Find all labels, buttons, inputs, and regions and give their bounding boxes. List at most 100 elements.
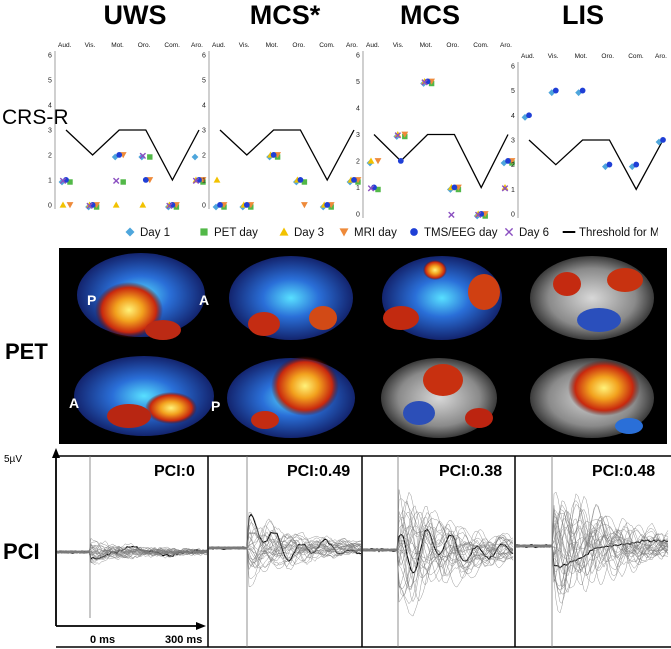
legend-label: Day 1 bbox=[140, 227, 170, 239]
crs-point bbox=[112, 177, 120, 185]
pci-trace bbox=[515, 503, 669, 587]
crs-x-tick: Mot. bbox=[111, 42, 124, 49]
crs-x-tick: Oro. bbox=[292, 42, 305, 49]
pci-trace bbox=[57, 546, 208, 563]
pci-value-mcs: PCI:0.38 bbox=[439, 463, 502, 480]
crs-point bbox=[86, 202, 93, 210]
row-label-crs: CRS-R bbox=[2, 106, 69, 129]
crs-point bbox=[217, 202, 223, 208]
legend-marker bbox=[339, 228, 349, 237]
crs-threshold-line bbox=[528, 139, 664, 191]
crs-x-tick: Aud. bbox=[521, 53, 535, 60]
crs-point bbox=[421, 79, 428, 86]
crs-point bbox=[147, 154, 153, 160]
crs-point bbox=[213, 176, 221, 183]
pci-trace bbox=[362, 512, 514, 588]
pet-brain-images: P A A P bbox=[69, 253, 654, 438]
crs-y-tick: 1 bbox=[48, 178, 52, 185]
crs-point bbox=[324, 202, 331, 208]
pet-brain-mcs-star-bottom bbox=[227, 356, 355, 438]
pet-brain-lis-top bbox=[530, 256, 654, 340]
crs-point bbox=[270, 152, 277, 158]
crs-point bbox=[552, 87, 559, 94]
crs-point bbox=[448, 211, 455, 219]
crs-y-tick: 0 bbox=[511, 212, 515, 219]
pci-trace bbox=[362, 491, 514, 586]
crs-point bbox=[297, 177, 304, 183]
crs-x-tick: Oro. bbox=[138, 42, 151, 49]
crs-y-tick: 6 bbox=[511, 64, 515, 71]
pci-trace bbox=[56, 546, 208, 560]
legend-marker bbox=[200, 228, 208, 236]
pci-trace bbox=[515, 505, 669, 593]
crs-point bbox=[394, 132, 402, 139]
group-title-mcs-star: MCS* bbox=[249, 0, 321, 30]
legend-label: PET day bbox=[214, 227, 258, 239]
crs-x-tick: Aud. bbox=[58, 42, 72, 49]
crs-x-tick: Aro. bbox=[346, 42, 358, 49]
legend-marker bbox=[504, 227, 514, 237]
crs-threshold-line bbox=[65, 129, 200, 182]
pci-trace bbox=[362, 532, 514, 617]
crs-y-tick: 5 bbox=[511, 88, 515, 95]
crs-x-tick: Com. bbox=[164, 42, 180, 49]
pci-time-end: 300 ms bbox=[165, 634, 202, 646]
crs-point bbox=[579, 87, 586, 94]
pci-trace-group-2 bbox=[362, 489, 514, 617]
pet-brain-uws-top bbox=[77, 253, 205, 340]
pet-orientation-bottom-left: A bbox=[69, 395, 79, 411]
crs-x-tick: Vis. bbox=[548, 53, 559, 60]
pci-trace-group-1 bbox=[208, 511, 362, 588]
crs-x-tick: Aud. bbox=[212, 42, 226, 49]
crs-y-tick: 5 bbox=[202, 78, 206, 85]
crs-y-tick: 4 bbox=[48, 103, 52, 110]
crs-point bbox=[501, 185, 509, 192]
crs-x-tick: Vis. bbox=[393, 42, 404, 49]
crs-point bbox=[142, 177, 149, 183]
crs-y-tick: 0 bbox=[48, 203, 52, 210]
pet-orientation-top-right: A bbox=[199, 292, 209, 308]
crs-point bbox=[401, 131, 409, 138]
row-label-pci: PCI bbox=[3, 539, 40, 564]
pci-trace bbox=[515, 518, 669, 566]
crs-x-tick: Aro. bbox=[655, 53, 667, 60]
crs-point bbox=[521, 113, 529, 121]
crs-point bbox=[375, 186, 381, 193]
crs-x-tick: Aro. bbox=[191, 42, 203, 49]
crs-y-tick: 2 bbox=[202, 153, 206, 160]
pci-trace bbox=[515, 512, 669, 576]
crs-point bbox=[139, 152, 147, 160]
crs-y-tick: 5 bbox=[356, 79, 360, 86]
crs-y-tick: 2 bbox=[511, 162, 515, 169]
crs-point bbox=[374, 158, 382, 165]
pci-trace bbox=[362, 509, 514, 589]
crs-point bbox=[351, 177, 357, 183]
crs-x-tick: Vis. bbox=[85, 42, 96, 49]
pci-value-uws: PCI:0 bbox=[154, 463, 195, 480]
crs-x-tick: Vis. bbox=[239, 42, 250, 49]
crs-y-tick: 2 bbox=[356, 159, 360, 166]
crs-point bbox=[606, 161, 613, 168]
group-title-lis: LIS bbox=[561, 0, 604, 30]
legend-marker bbox=[279, 227, 289, 236]
legend-label: Day 6 bbox=[519, 227, 549, 239]
legend-marker bbox=[410, 228, 418, 236]
crs-point bbox=[451, 184, 458, 191]
legend-label: MRI day bbox=[354, 227, 397, 239]
crs-y-tick: 3 bbox=[356, 132, 360, 139]
crs-y-tick: 2 bbox=[48, 153, 52, 160]
crs-point bbox=[633, 161, 640, 168]
crs-point bbox=[243, 202, 250, 208]
crs-x-tick: Oro. bbox=[446, 42, 459, 49]
crs-point bbox=[120, 179, 126, 185]
crs-point bbox=[474, 211, 482, 219]
pci-trace bbox=[208, 534, 362, 554]
crs-x-tick: Oro. bbox=[601, 53, 614, 60]
crs-y-tick: 3 bbox=[48, 128, 52, 135]
crs-point bbox=[500, 159, 508, 167]
crs-x-tick: Com. bbox=[473, 42, 489, 49]
crs-y-tick: 4 bbox=[202, 103, 206, 110]
crs-threshold-line bbox=[373, 133, 509, 189]
crs-point bbox=[191, 153, 199, 161]
pet-brain-mcs-top bbox=[382, 256, 502, 340]
